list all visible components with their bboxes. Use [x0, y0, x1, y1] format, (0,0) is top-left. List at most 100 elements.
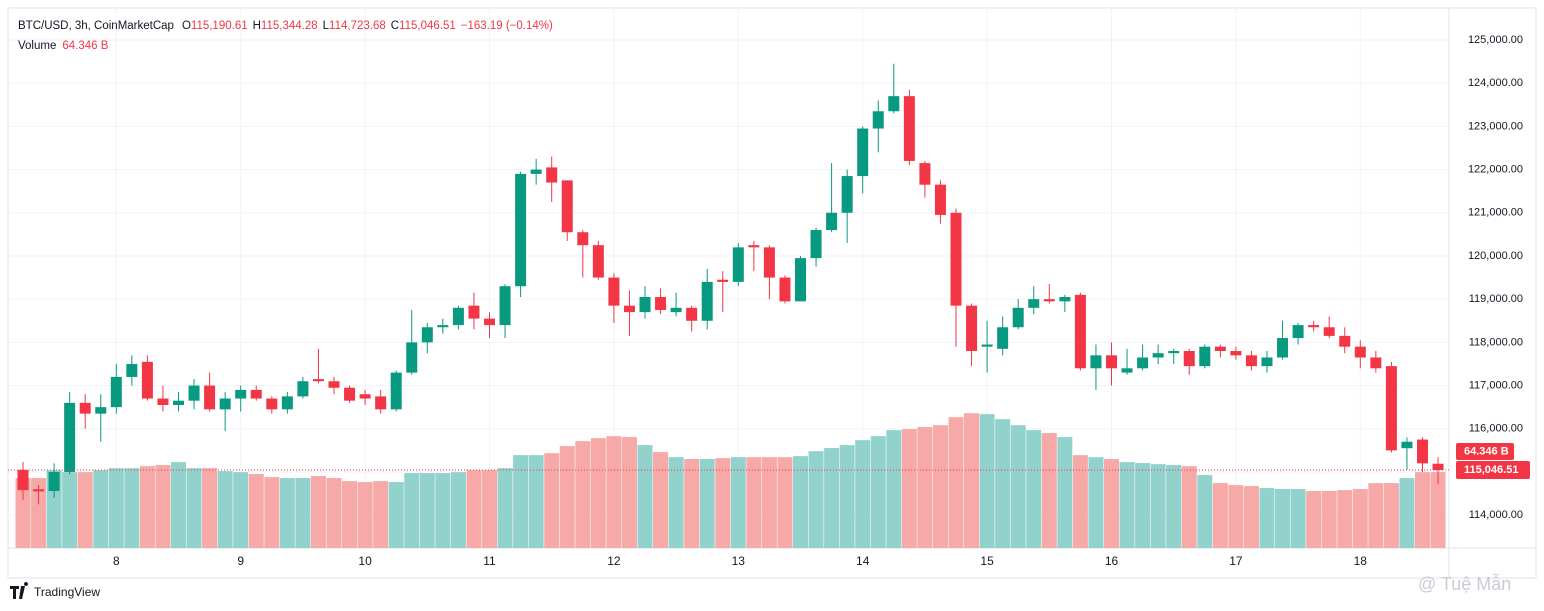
- ohlc-key: C: [390, 20, 400, 32]
- candle-body: [1261, 357, 1273, 367]
- volume-bar: [886, 430, 902, 548]
- candle-body: [872, 111, 884, 129]
- volume-bar: [1057, 437, 1073, 548]
- volume-bar: [1306, 491, 1322, 548]
- candle-body: [437, 325, 449, 328]
- volume-bar: [513, 455, 529, 548]
- volume-bar: [202, 468, 218, 548]
- grid: [8, 8, 1449, 548]
- volume-bar: [1259, 488, 1275, 548]
- candle-body: [1028, 299, 1040, 308]
- candle-body: [1137, 357, 1149, 369]
- candle-body: [110, 376, 122, 408]
- brand: TradingView: [34, 585, 100, 599]
- volume-bar: [1166, 465, 1182, 548]
- candle-body: [1308, 325, 1320, 328]
- volume-bar: [684, 459, 700, 548]
- candle-body: [484, 318, 495, 326]
- volume-bar: [653, 452, 669, 548]
- volume-bar: [715, 458, 731, 548]
- volume-bar: [824, 448, 840, 548]
- candle-body: [686, 307, 698, 321]
- volume-bar: [1119, 462, 1135, 548]
- volume-bar: [699, 459, 715, 548]
- x-tick-label: 12: [607, 554, 621, 568]
- candle-body: [126, 363, 138, 377]
- candle-body: [779, 277, 791, 302]
- candle-body: [1339, 335, 1351, 347]
- volume-bar: [171, 462, 186, 548]
- volume-bar: [668, 457, 684, 548]
- y-tick-label: 122,000.00: [1468, 163, 1523, 175]
- x-tick-label: 14: [856, 554, 870, 568]
- y-tick-label: 116,000.00: [1469, 423, 1523, 435]
- x-tick-label: 8: [113, 554, 120, 568]
- candle-body: [1370, 357, 1382, 369]
- volume-bar: [761, 457, 777, 548]
- candle-body: [1323, 327, 1335, 336]
- candle-body: [312, 379, 324, 382]
- candle-body: [655, 297, 667, 310]
- candles: [17, 63, 1444, 505]
- volume-bar: [1041, 433, 1057, 548]
- last-price-label: 115,046.51: [1464, 464, 1518, 476]
- volume-bar: [901, 429, 917, 548]
- candle-body: [1168, 351, 1180, 354]
- candle-body: [1230, 351, 1242, 356]
- volume-bar: [233, 472, 249, 548]
- volume-bar: [326, 478, 342, 548]
- volume-bar: [1010, 425, 1026, 548]
- candle-body: [1292, 325, 1304, 339]
- volume-bar: [979, 414, 995, 548]
- volume-bar: [1072, 455, 1088, 548]
- candle-body: [608, 277, 620, 306]
- volume-bar: [15, 478, 31, 548]
- volume-bar: [435, 473, 451, 548]
- volume-bar: [419, 473, 435, 548]
- ohlc-key: L: [322, 20, 330, 32]
- volume-bar: [793, 456, 808, 548]
- volume-bar: [1088, 457, 1104, 548]
- y-tick-label: 125,000.00: [1468, 34, 1523, 46]
- candle-body: [1152, 353, 1164, 358]
- volume-bar: [590, 438, 606, 548]
- axes: 114,000.00115,000.00116,000.00117,000.00…: [8, 34, 1530, 568]
- candle-body: [763, 247, 775, 278]
- candle-body: [64, 402, 76, 472]
- volume-bar: [450, 472, 466, 548]
- candle-body: [1121, 368, 1133, 373]
- volume-bar: [964, 413, 980, 548]
- candle-body: [406, 342, 418, 373]
- volume-bar: [279, 478, 295, 548]
- x-tick-label: 10: [358, 554, 372, 568]
- candle-body: [623, 305, 635, 313]
- ohlc-row: BTC/USD, 3h, CoinMarketCap O115,190.61 H11…: [18, 16, 558, 36]
- candle-body: [173, 400, 184, 406]
- x-tick-label: 17: [1229, 554, 1243, 568]
- y-tick-label: 118,000.00: [1469, 336, 1523, 348]
- candle-body: [375, 396, 387, 410]
- candle-body: [748, 245, 760, 248]
- x-tick-label: 13: [732, 554, 746, 568]
- volume-bar: [621, 437, 637, 548]
- ohlc-key: O: [181, 20, 191, 32]
- volume-bar: [528, 455, 544, 548]
- candle-body: [841, 176, 853, 213]
- volume-bar: [155, 465, 171, 548]
- candle-body: [515, 173, 527, 287]
- volume-bar: [1181, 466, 1197, 548]
- candle-body: [981, 344, 993, 347]
- volume-bar: [1150, 464, 1166, 548]
- volume-bar: [1368, 483, 1384, 548]
- volume-bar: [1026, 430, 1042, 548]
- volume-bar: [310, 476, 326, 548]
- candle-body: [1277, 338, 1289, 358]
- volume-bar: [466, 470, 482, 548]
- candle-body: [1417, 439, 1428, 464]
- volume-bar: [746, 457, 762, 548]
- volume-bar: [606, 436, 622, 548]
- candle-body: [1059, 297, 1071, 302]
- volume-bar: [1399, 478, 1415, 548]
- candle-body: [732, 247, 744, 282]
